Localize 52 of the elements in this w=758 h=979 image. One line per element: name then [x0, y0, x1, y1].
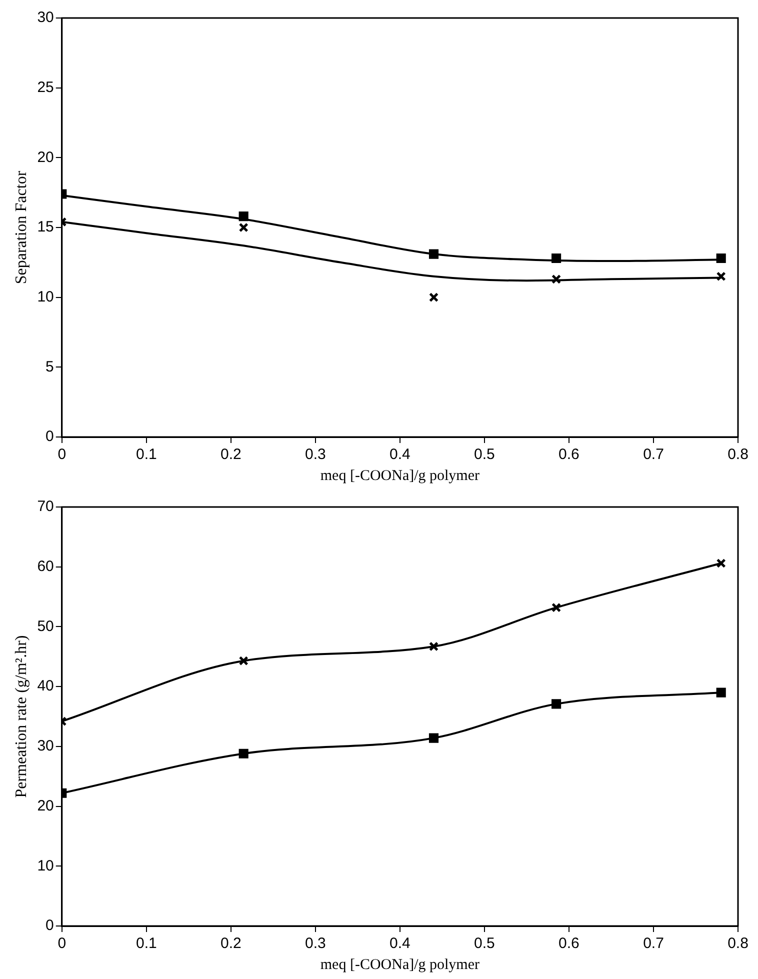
x-tick-label: 0.6 — [558, 935, 580, 952]
y-tick-label: 40 — [37, 678, 54, 695]
x-tick-label: 0.7 — [643, 935, 664, 952]
x-tick-label: 0.5 — [474, 935, 495, 952]
point — [552, 602, 562, 612]
x-axis-title: meq [-COONa]/g polymer — [320, 956, 480, 973]
y-tick-label: 0 — [46, 917, 54, 934]
x-tick-label: 0.8 — [728, 935, 748, 952]
x-tick-label: 0.5 — [474, 446, 495, 464]
point — [552, 699, 562, 709]
point — [428, 642, 439, 652]
point — [238, 656, 248, 666]
point — [552, 274, 562, 284]
x-tick-label: 0 — [58, 935, 66, 952]
y-tick-label: 10 — [37, 288, 54, 306]
y-tick-label: 30 — [37, 738, 54, 755]
point — [428, 292, 439, 302]
point — [552, 253, 562, 264]
y-tick-label: 0 — [46, 428, 54, 446]
x-tick-label: 0.3 — [305, 935, 326, 952]
x-tick-label: 0.2 — [220, 446, 242, 464]
x-tick-label: 0 — [58, 446, 66, 464]
x-axis-title: meq [-COONa]/g polymer — [320, 468, 480, 484]
point — [238, 222, 248, 232]
x-tick-label: 0.1 — [136, 446, 157, 464]
x-tick-label: 0.1 — [136, 935, 157, 952]
y-tick-label: 20 — [37, 148, 54, 166]
point — [716, 688, 726, 698]
y-tick-label: 15 — [37, 218, 54, 236]
x-tick-label: 0.8 — [728, 446, 748, 464]
y-tick-label: 20 — [37, 797, 54, 814]
x-tick-label: 0.2 — [220, 935, 242, 952]
point — [238, 748, 248, 758]
y-tick-label: 30 — [37, 9, 54, 26]
point — [716, 253, 726, 264]
point — [428, 733, 439, 743]
y-tick-label: 10 — [37, 857, 54, 874]
y-tick-label: 70 — [37, 498, 54, 516]
point — [428, 249, 439, 259]
y-tick-label: 5 — [46, 358, 54, 376]
point — [716, 558, 726, 568]
x-tick-label: 0.6 — [558, 446, 580, 464]
y-tick-label: 60 — [37, 558, 54, 575]
y-axis-title: Permeation rate (g/m².hr) — [12, 635, 30, 798]
x-tick-label: 0.4 — [390, 446, 410, 464]
y-tick-label: 50 — [37, 618, 54, 635]
point — [238, 212, 248, 222]
x-tick-label: 0.3 — [305, 446, 326, 464]
x-tick-label: 0.7 — [643, 446, 664, 464]
x-tick-label: 0.4 — [390, 935, 410, 952]
y-tick-label: 25 — [37, 78, 54, 96]
y-axis-title: Separation Factor — [12, 170, 30, 284]
